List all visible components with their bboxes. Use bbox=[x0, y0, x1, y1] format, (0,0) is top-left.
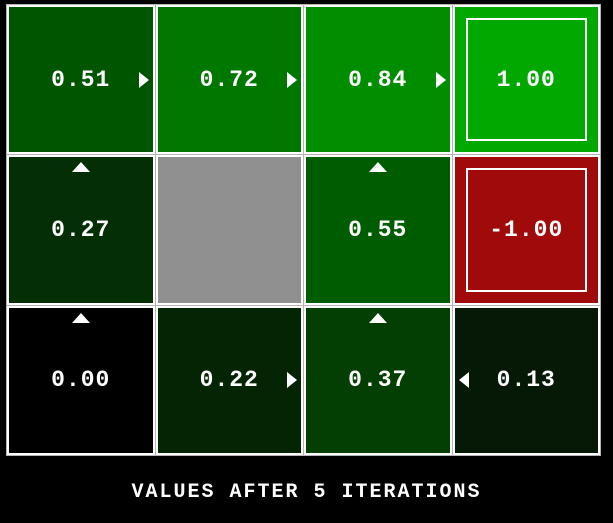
cell-value: 0.84 bbox=[348, 66, 408, 93]
grid-cell: 0.51 bbox=[7, 5, 155, 155]
policy-arrow-up-icon bbox=[71, 312, 90, 323]
cell-value: 0.37 bbox=[348, 367, 408, 394]
policy-arrow-right-icon bbox=[138, 71, 149, 88]
policy-arrow-up-icon bbox=[71, 162, 90, 173]
grid-cell: 0.22 bbox=[155, 305, 303, 455]
grid-cell: 0.00 bbox=[7, 305, 155, 455]
grid-cell: 0.37 bbox=[304, 305, 452, 455]
policy-arrow-left-icon bbox=[458, 372, 469, 389]
exit-inner-border bbox=[465, 18, 587, 142]
policy-arrow-up-icon bbox=[368, 162, 387, 173]
cell-value: 0.22 bbox=[199, 367, 259, 394]
value-grid: 0.51 0.72 0.84 1.00 0.27 0.55 -1.00 0.00 0.22 0.3… bbox=[6, 4, 601, 456]
policy-arrow-right-icon bbox=[287, 372, 297, 389]
wall-cell bbox=[155, 155, 303, 305]
grid-cell: 0.13 bbox=[452, 305, 600, 455]
cell-value: 0.00 bbox=[51, 367, 111, 394]
cell-value: -1.00 bbox=[489, 216, 564, 243]
cell-value: 0.72 bbox=[199, 66, 259, 93]
cell-value: 0.51 bbox=[51, 66, 111, 93]
policy-arrow-right-icon bbox=[435, 71, 446, 88]
cell-value: 1.00 bbox=[496, 66, 556, 93]
cell-value: 0.13 bbox=[496, 367, 556, 394]
exit-inner-border bbox=[465, 168, 587, 292]
grid-cell: 0.27 bbox=[7, 155, 155, 305]
caption: VALUES AFTER 5 ITERATIONS bbox=[131, 481, 482, 504]
cell-value: 0.55 bbox=[348, 216, 408, 243]
grid-cell: 0.55 bbox=[304, 155, 452, 305]
exit-cell: 1.00 bbox=[452, 5, 600, 155]
cell-value: 0.27 bbox=[51, 216, 111, 243]
policy-arrow-right-icon bbox=[287, 71, 297, 88]
policy-arrow-up-icon bbox=[368, 312, 387, 323]
grid-cell: 0.84 bbox=[304, 5, 452, 155]
grid-cell: 0.72 bbox=[155, 5, 303, 155]
exit-cell: -1.00 bbox=[452, 155, 600, 305]
